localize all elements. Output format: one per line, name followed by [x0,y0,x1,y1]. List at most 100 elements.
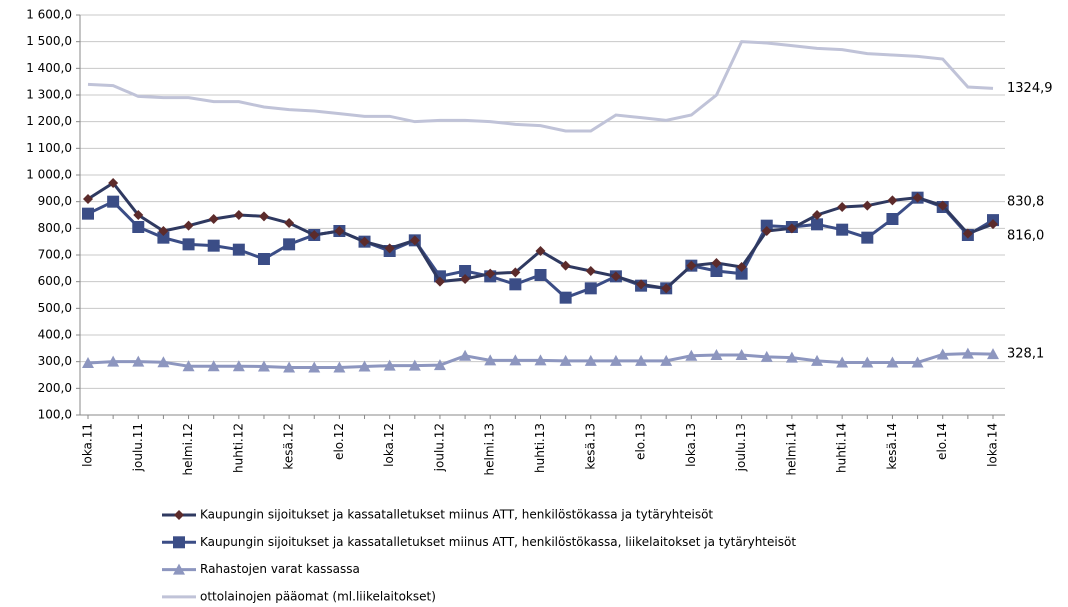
data-point [233,210,244,220]
data-point [610,271,621,282]
y-tick-label: 400,0 [38,328,72,342]
x-tick-label: joulu.12 [432,423,446,472]
data-point [936,348,949,360]
data-point [736,262,747,272]
y-tick-label: 1 000,0 [26,168,72,182]
data-point [384,243,395,254]
y-tick-label: 500,0 [38,301,72,315]
data-point [735,349,748,360]
data-point [182,238,195,251]
x-tick-label: loka.14 [986,423,1000,467]
data-point [158,226,169,236]
data-point [82,357,94,368]
legend-label: ottolainojen pääomat (ml.liikelaitokset) [200,589,436,603]
data-point [183,220,194,231]
legend-label: Kaupungin sijoitukset ja kassatalletukse… [200,535,796,549]
data-point [132,221,145,233]
data-point [836,356,849,368]
data-label: 328,1 [1007,347,1044,362]
y-tick-label: 1 600,0 [26,8,72,22]
data-point [82,207,94,220]
data-point [485,268,496,279]
data-point [308,361,321,373]
y-tick-label: 1 400,0 [26,61,72,75]
x-tick-label: helmi.13 [483,423,497,475]
data-point [157,231,170,244]
data-point [258,211,269,222]
data-point [636,279,647,290]
data-point [560,260,571,271]
data-point [173,536,185,549]
x-tick-label: kesä.13 [583,423,597,470]
data-point [358,360,371,372]
y-tick-label: 600,0 [38,274,72,288]
data-point [283,361,296,373]
data-point [409,235,420,246]
data-point [559,354,572,366]
data-point [661,283,672,294]
data-point [359,236,370,247]
data-point [534,354,547,366]
data-point [433,359,446,371]
data-point [836,223,849,236]
data-point [710,265,723,277]
data-point [408,359,421,371]
data-point [760,350,773,362]
y-tick-label: 1 300,0 [26,88,72,102]
data-label: 1324,9 [1007,81,1053,96]
data-point [208,214,219,224]
data-point [174,510,184,520]
data-point [484,354,497,366]
data-point [987,348,999,360]
data-point [786,223,797,234]
data-point [837,202,848,212]
data-point [887,195,898,206]
x-tick-label: helmi.14 [784,423,798,475]
data-point [585,266,596,276]
data-point [232,360,245,372]
data-point [133,210,144,220]
data-point [309,230,320,240]
data-point [333,361,346,373]
data-point [157,356,170,368]
y-tick-label: 200,0 [38,381,72,395]
x-tick-label: huhti.14 [835,423,849,473]
data-point [132,355,145,367]
data-point [510,267,521,278]
data-point [257,360,270,372]
data-point [735,267,748,280]
data-point [182,360,195,372]
y-tick-label: 100,0 [38,408,72,422]
y-tick-label: 1 500,0 [26,34,72,48]
data-point [284,218,295,228]
data-point [660,354,673,366]
data-point [635,354,648,366]
legend-label: Kaupungin sijoitukset ja kassatalletukse… [200,508,713,522]
x-tick-label: helmi.12 [181,423,195,475]
data-point [535,246,546,256]
data-point [686,260,697,271]
x-tick-label: elo.13 [634,423,648,460]
data-point [207,239,220,252]
data-point [710,349,723,360]
data-point [459,349,472,361]
data-point [811,354,824,366]
x-tick-label: kesä.14 [885,423,899,470]
data-point [861,231,874,244]
data-point [685,349,698,361]
y-tick-label: 1 200,0 [26,114,72,128]
data-point [760,219,773,232]
data-point [584,354,597,366]
x-tick-label: kesä.12 [282,423,296,470]
x-tick-label: elo.14 [935,423,949,460]
data-point [912,192,923,203]
data-point [812,210,823,220]
data-point [711,258,722,268]
data-point [173,563,185,575]
x-tick-label: elo.12 [332,423,346,460]
data-point [460,274,471,284]
data-point [886,356,899,368]
y-tick-label: 800,0 [38,221,72,235]
data-point [108,178,119,188]
